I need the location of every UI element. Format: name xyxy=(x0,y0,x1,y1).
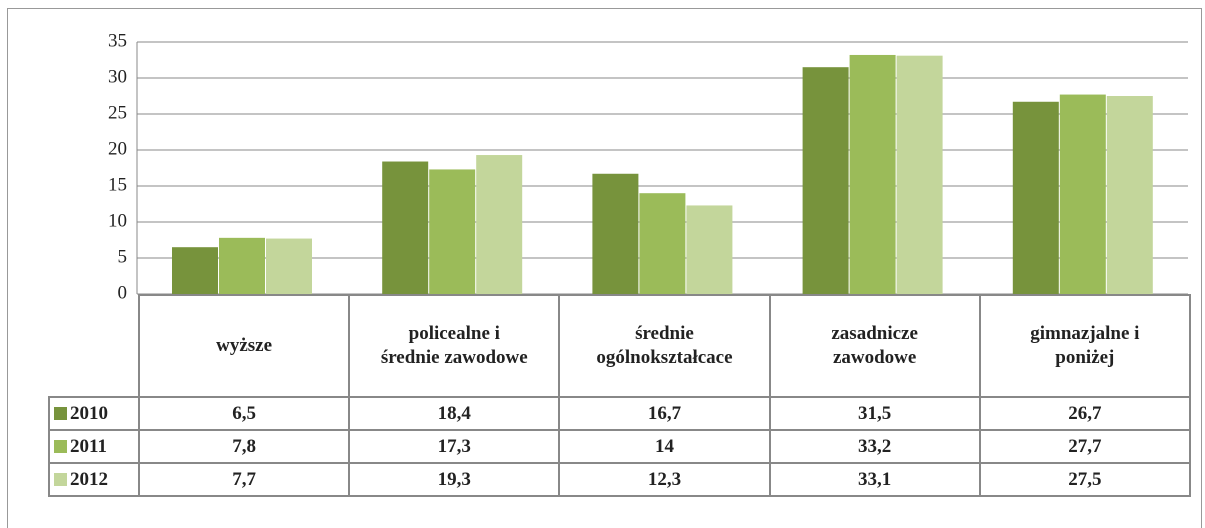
bar xyxy=(802,67,849,294)
legend-label: 2010 xyxy=(70,402,108,424)
bar xyxy=(686,205,733,294)
bar xyxy=(172,247,218,294)
category-cell: zasadnicze zawodowe xyxy=(768,294,981,398)
category-label: zasadnicze zawodowe xyxy=(831,323,918,368)
legend-swatch xyxy=(54,406,67,420)
y-tick-label: 30 xyxy=(108,66,127,87)
value-label: 14 xyxy=(558,429,771,464)
value-label: 12,3 xyxy=(558,462,771,497)
value-label: 7,8 xyxy=(137,429,351,464)
category-label: wyższe xyxy=(216,335,273,356)
bar xyxy=(429,169,476,294)
y-tick-label: 15 xyxy=(108,174,127,195)
corner xyxy=(49,295,139,397)
legend-swatch xyxy=(54,472,67,486)
y-tick-label: 20 xyxy=(108,138,127,159)
value-label: 6,5 xyxy=(137,396,351,431)
legend-cell: 2011 xyxy=(48,429,140,464)
series-row: 2010 6,5 18,4 16,7 31,5 26,7 xyxy=(48,396,1191,431)
frame xyxy=(7,8,1202,528)
header-row: wyższe policealne i średnie zawodowe średn… xyxy=(49,294,1191,398)
bar xyxy=(219,237,265,294)
value-label: 16,7 xyxy=(558,396,771,431)
y-tick-label: 5 xyxy=(118,246,128,267)
bar xyxy=(476,155,523,294)
category-label: średnie ogólnokształcace xyxy=(596,323,733,368)
bar xyxy=(382,161,429,294)
y-tick-label: 35 xyxy=(108,30,127,51)
series-row: 2011 7,8 17,3 14 33,2 27,7 xyxy=(48,429,1191,464)
bar xyxy=(1106,96,1153,294)
category-cell: wyższe xyxy=(137,294,351,398)
legend-label: 2012 xyxy=(70,468,108,490)
category-cell: gimnazjalne i poniżej xyxy=(978,294,1191,398)
legend-cell: 2012 xyxy=(48,462,140,497)
value-label: 19,3 xyxy=(348,462,561,497)
value-label: 27,5 xyxy=(978,462,1191,497)
series-row: 2012 7,7 19,3 12,3 33,1 27,5 xyxy=(48,462,1191,497)
bar xyxy=(896,55,943,295)
bar xyxy=(639,193,686,294)
value-label: 17,3 xyxy=(348,429,561,464)
bar xyxy=(1012,101,1059,294)
category-label: policealne i średnie zawodowe xyxy=(380,323,528,368)
legend-swatch xyxy=(54,439,67,453)
data-table: wyższe policealne i średnie zawodowe średn… xyxy=(48,294,1191,497)
value-label: 26,7 xyxy=(978,396,1191,431)
bar xyxy=(266,238,312,294)
value-label: 18,4 xyxy=(348,396,561,431)
legend-cell: 2010 xyxy=(48,396,140,431)
category-cell: średnie ogólnokształcace xyxy=(558,294,771,398)
legend-label: 2011 xyxy=(70,435,107,457)
y-tick-label: 10 xyxy=(108,210,127,231)
bar xyxy=(849,54,896,295)
bar xyxy=(1059,94,1106,294)
value-label: 33,1 xyxy=(768,462,981,497)
bar xyxy=(592,173,639,294)
value-label: 33,2 xyxy=(768,429,981,464)
category-label: gimnazjalne i poniżej xyxy=(1030,323,1140,368)
value-label: 7,7 xyxy=(137,462,351,497)
y-tick-label: 25 xyxy=(108,102,127,123)
category-cell: policealne i średnie zawodowe xyxy=(348,294,561,398)
value-label: 27,7 xyxy=(978,429,1191,464)
y-tick-label: 0 xyxy=(118,282,128,303)
value-label: 31,5 xyxy=(768,396,981,431)
